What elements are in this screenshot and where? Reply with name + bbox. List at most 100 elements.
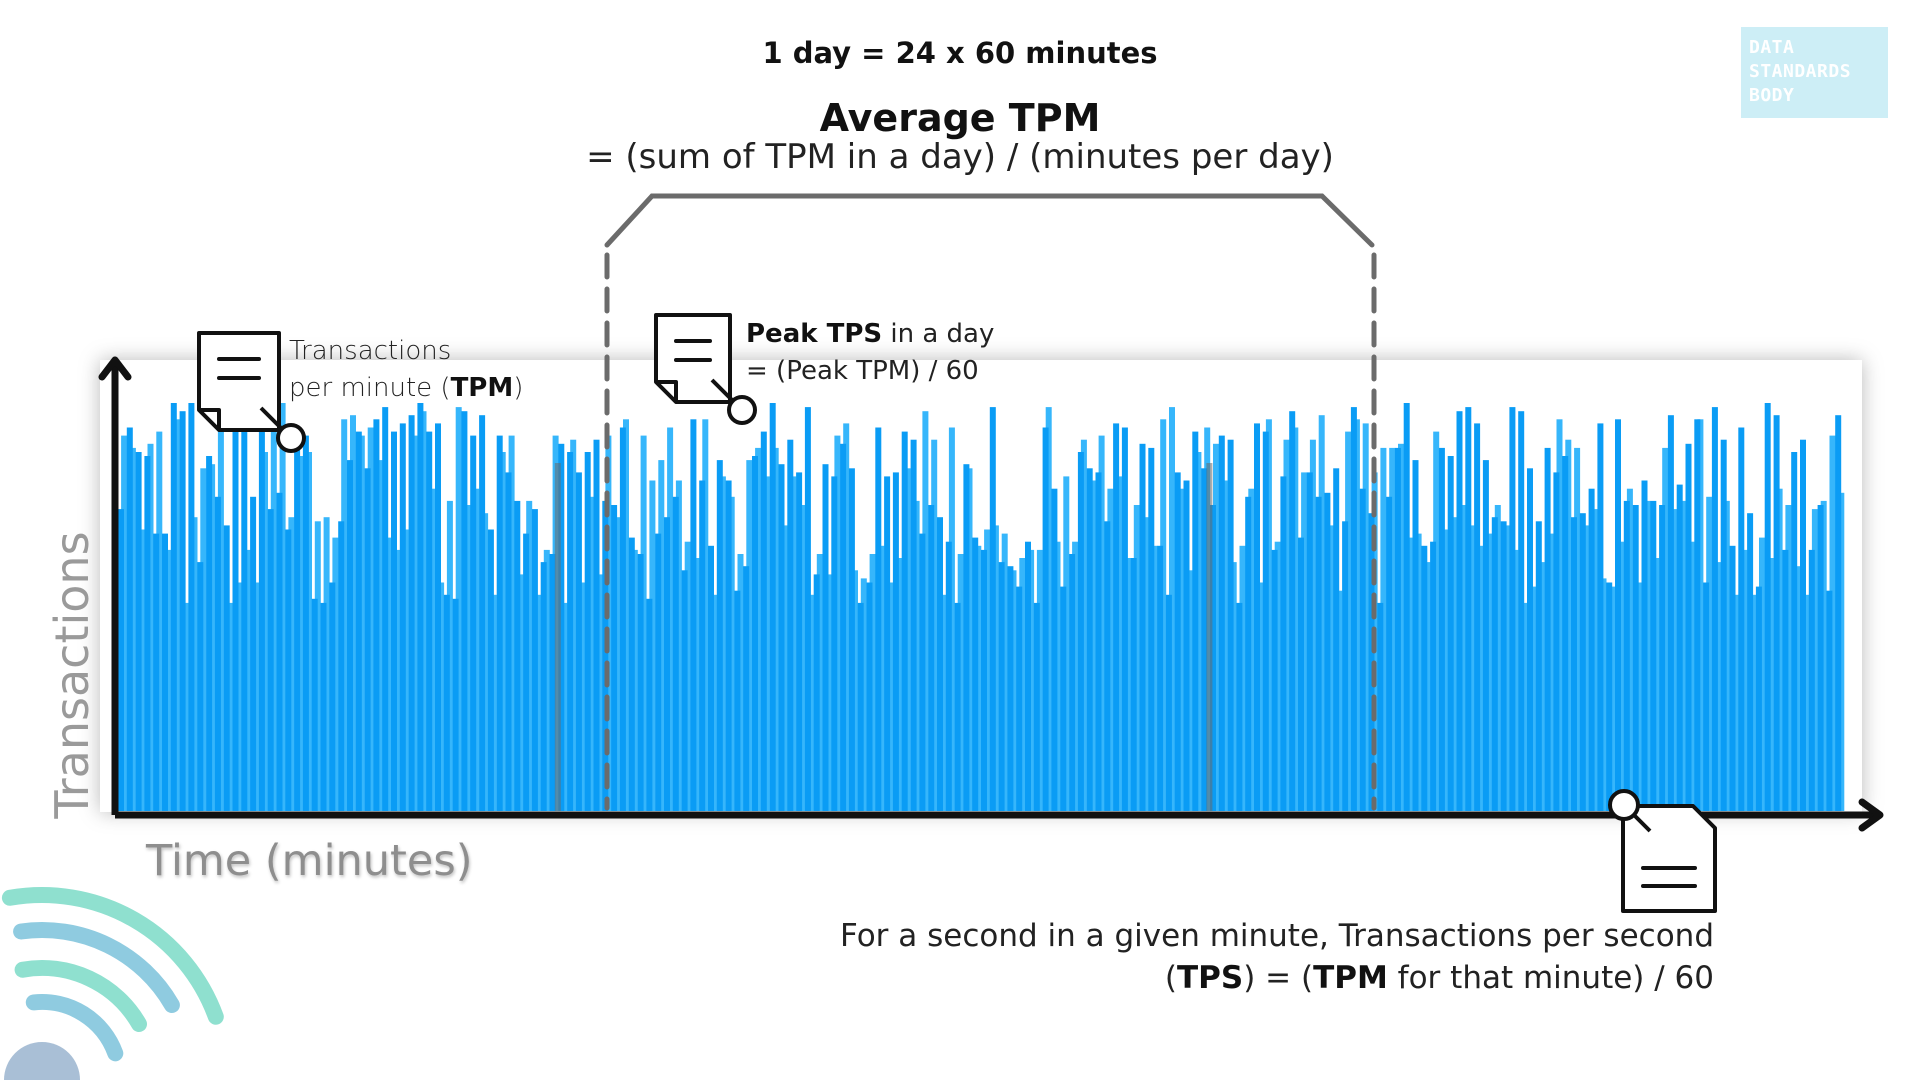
bar xyxy=(1130,558,1137,811)
bar-secondary xyxy=(763,476,770,811)
peak-tps-callout: Peak TPS in a day = (Peak TPM) / 60 xyxy=(746,316,994,390)
bar-secondary xyxy=(1265,419,1272,811)
bar-secondary xyxy=(402,529,409,811)
bar xyxy=(241,407,248,811)
bar-secondary xyxy=(1186,570,1193,811)
bar-secondary xyxy=(1715,562,1721,811)
bar-secondary xyxy=(808,594,814,811)
bar xyxy=(1236,602,1243,811)
bar xyxy=(743,566,750,811)
bar xyxy=(267,509,274,811)
text: ) xyxy=(513,373,524,403)
bar xyxy=(294,447,301,811)
y-axis-label: Transactions xyxy=(45,531,99,819)
bar-secondary xyxy=(429,488,436,811)
bar xyxy=(1042,427,1049,811)
bar-secondary xyxy=(587,496,594,811)
bar xyxy=(910,439,917,811)
bar-secondary xyxy=(984,529,991,811)
bar xyxy=(1350,407,1357,811)
day-definition: 1 day = 24 x 60 minutes xyxy=(762,36,1158,70)
bar-secondary xyxy=(605,435,612,811)
bar xyxy=(769,403,776,811)
bar-secondary xyxy=(1010,570,1017,811)
bar-secondary xyxy=(306,452,312,811)
bar-secondary xyxy=(1803,594,1810,811)
peak-callout-line1: Peak TPS in a day xyxy=(746,316,994,353)
bar-secondary xyxy=(1820,500,1827,811)
bar xyxy=(1121,427,1128,811)
bar xyxy=(126,427,133,811)
bar xyxy=(1685,443,1692,811)
bar-secondary xyxy=(1706,496,1713,811)
bar xyxy=(391,431,397,811)
bar xyxy=(708,545,714,811)
bar-secondary xyxy=(1538,562,1545,811)
text: for that minute) / 60 xyxy=(1387,960,1714,996)
bar-secondary xyxy=(1142,517,1149,811)
bar-secondary xyxy=(1292,427,1299,811)
bar xyxy=(364,468,371,811)
bar-secondary xyxy=(455,407,462,811)
bar xyxy=(461,411,468,811)
bar xyxy=(1271,549,1278,811)
bar-secondary xyxy=(1336,590,1343,811)
bar xyxy=(1650,500,1657,811)
bar xyxy=(1245,496,1252,811)
bar-secondary xyxy=(1626,488,1633,811)
axes xyxy=(98,356,1884,832)
bar-secondary xyxy=(1019,558,1026,811)
bar-secondary xyxy=(535,594,541,811)
bracket-top xyxy=(604,193,1375,248)
bar-secondary xyxy=(138,529,145,811)
bar-secondary xyxy=(904,468,911,811)
bar xyxy=(188,403,195,811)
bar-secondary xyxy=(1521,602,1528,811)
bar-secondary xyxy=(948,427,955,811)
bar-secondary xyxy=(1318,415,1325,811)
bar-secondary xyxy=(1195,452,1202,811)
tpm-callout: Transactions per minute (TPM) xyxy=(289,333,523,407)
bar xyxy=(866,582,873,811)
bar-secondary xyxy=(860,578,867,811)
bar-secondary xyxy=(1327,525,1334,811)
bar xyxy=(408,415,415,811)
bar-secondary xyxy=(693,558,700,811)
bar-secondary xyxy=(1450,517,1457,811)
bar xyxy=(1623,500,1630,811)
bar xyxy=(223,525,230,811)
bar xyxy=(963,464,970,811)
bar xyxy=(1165,594,1172,811)
bar xyxy=(1544,447,1551,811)
bar-secondary xyxy=(1829,435,1836,811)
bar xyxy=(206,456,213,811)
bar-secondary xyxy=(517,574,524,811)
bar xyxy=(1738,427,1745,811)
bar xyxy=(699,480,706,811)
bar-secondary xyxy=(1169,407,1175,811)
bar xyxy=(1324,492,1331,811)
tpm-abbr: TPM xyxy=(450,373,514,403)
bar xyxy=(690,419,697,811)
bar-secondary xyxy=(1679,500,1686,811)
bar-secondary xyxy=(992,525,999,811)
bar-secondary xyxy=(1530,586,1537,811)
bar xyxy=(989,407,996,811)
bar xyxy=(1394,447,1401,811)
bar-secondary xyxy=(1107,488,1114,811)
bar-secondary xyxy=(508,435,515,811)
bar-secondary xyxy=(1036,549,1043,811)
bar-secondary xyxy=(1301,472,1308,811)
bar xyxy=(1438,447,1445,811)
bar xyxy=(1298,537,1304,811)
bar xyxy=(1280,476,1287,811)
bar xyxy=(1430,541,1437,811)
peak-callout-line2: = (Peak TPM) / 60 xyxy=(746,356,979,386)
tps-abbr: TPS xyxy=(1177,960,1244,996)
bar xyxy=(1535,521,1542,811)
bar-secondary xyxy=(675,480,682,811)
bar xyxy=(1773,415,1780,811)
bar-secondary xyxy=(896,558,902,811)
bar-secondary xyxy=(129,447,136,811)
bar xyxy=(1333,468,1340,811)
